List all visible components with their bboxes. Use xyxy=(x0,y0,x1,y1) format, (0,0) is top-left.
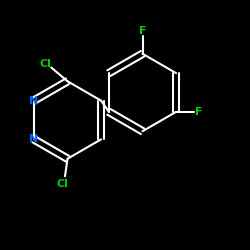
Text: N: N xyxy=(29,134,38,144)
Text: F: F xyxy=(139,26,146,36)
Text: F: F xyxy=(195,107,202,117)
Text: Cl: Cl xyxy=(56,179,68,189)
Text: Cl: Cl xyxy=(39,59,51,69)
Text: N: N xyxy=(29,96,38,106)
